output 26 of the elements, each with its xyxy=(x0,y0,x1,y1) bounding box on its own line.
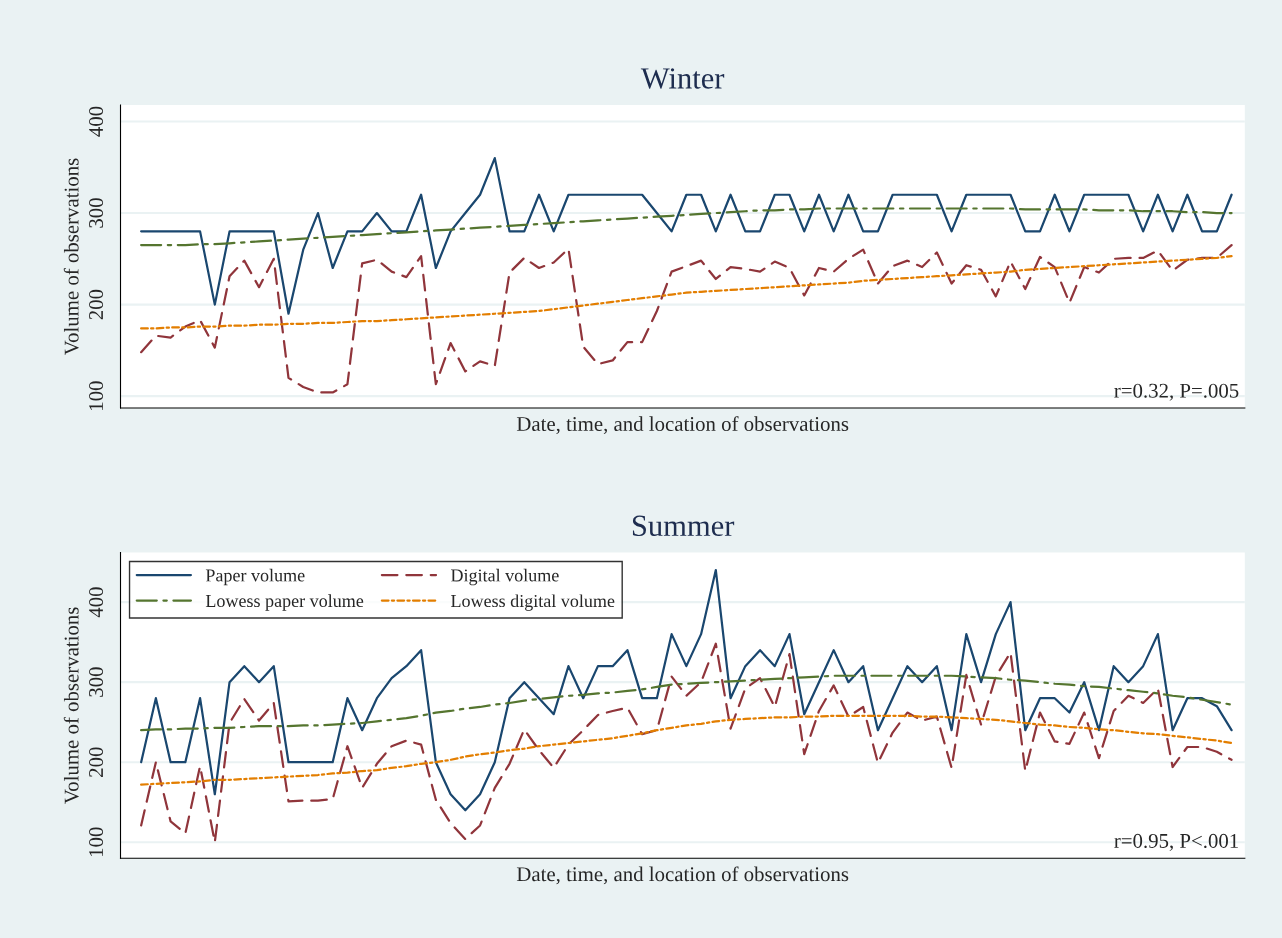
y-tick-label: 200 xyxy=(89,289,104,320)
line-series xyxy=(140,674,1233,732)
line-series xyxy=(140,568,1233,812)
legend-label: Lowess digital volume xyxy=(451,594,615,611)
x-axis-title: Date, time, and location of observations xyxy=(516,866,849,885)
y-tick-label: 400 xyxy=(89,106,104,137)
annotation: r=0.32, P=.005 xyxy=(1114,383,1239,401)
annotation: r=0.95, P<.001 xyxy=(1114,833,1238,851)
line-series xyxy=(140,207,1233,247)
legend-label: Paper volume xyxy=(205,568,305,586)
legend-label: Lowess paper volume xyxy=(205,594,364,611)
chart-title: Winter xyxy=(640,68,725,89)
y-tick-label: 100 xyxy=(89,827,104,857)
y-tick-label: 100 xyxy=(89,381,104,410)
chart-title: Summer xyxy=(632,515,735,537)
y-tick-label: 200 xyxy=(89,747,104,777)
y-tick-label: 300 xyxy=(89,667,104,697)
legend-label: Digital volume xyxy=(451,568,559,586)
y-tick-label: 300 xyxy=(89,198,104,228)
line-series xyxy=(140,157,1233,315)
line-series xyxy=(140,714,1233,786)
y-tick-label: 400 xyxy=(89,587,104,618)
x-axis-title: Date, time, and location of observations xyxy=(516,416,849,435)
y-axis-title: Volume of observations xyxy=(63,158,79,356)
line-series xyxy=(140,254,1233,330)
y-axis-title: Volume of observations xyxy=(63,607,79,804)
